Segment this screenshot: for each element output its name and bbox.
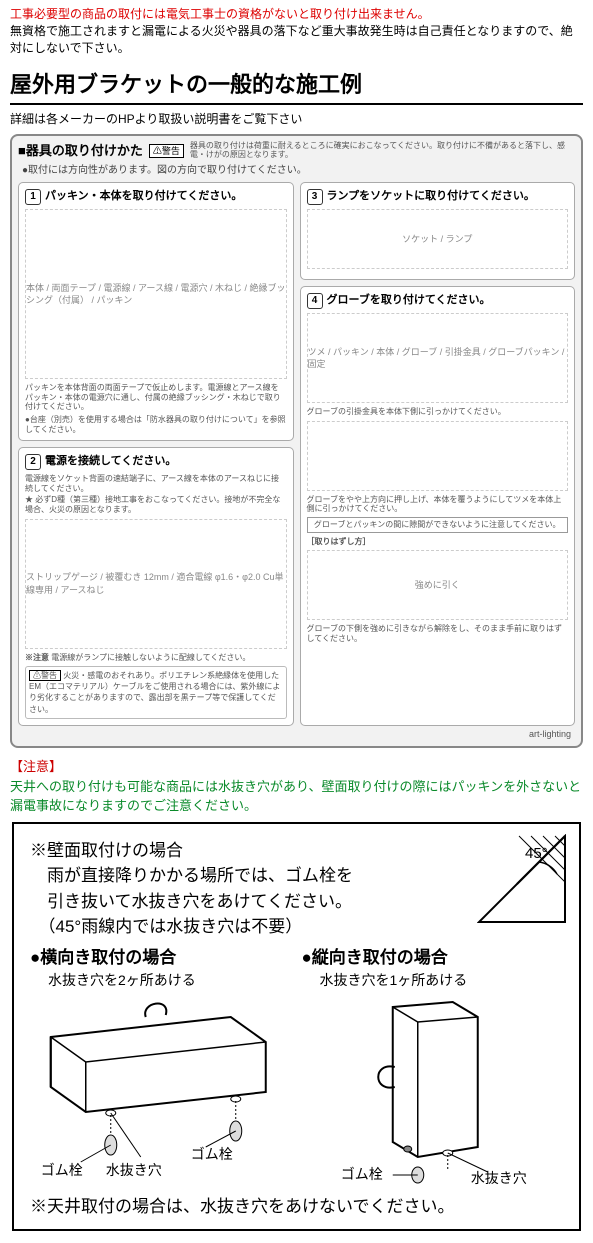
step2-text1: 電源線をソケット背面の速結端子に、アース線を本体のアースねじに接続してください。 bbox=[25, 474, 287, 493]
step1-text2: ●台座（別売）を使用する場合は「防水器具の取り付けについて」を参照してください。 bbox=[25, 415, 287, 434]
angle-45-icon: 45° bbox=[477, 834, 567, 924]
step1-title-text: パッキン・本体を取り付けてください。 bbox=[45, 189, 242, 204]
step1-panel: 1 パッキン・本体を取り付けてください。 本体 / 両面テープ / 電源線 / … bbox=[18, 182, 294, 441]
step2-caution: ※注意 電源線がランプに接触しないように配線してください。 bbox=[25, 653, 287, 663]
bigbox-foot: ※天井取付の場合は、水抜き穴をあけないでください。 bbox=[30, 1195, 563, 1219]
bb-left: ●横向き取付の場合 水抜き穴を2ヶ所あける bbox=[30, 946, 292, 1187]
step1-diagram-labels: 本体 / 両面テープ / 電源線 / アース線 / 電源穴 / 木ねじ / 絶縁… bbox=[26, 282, 286, 307]
bb-left-s: 水抜き穴を2ヶ所あける bbox=[48, 971, 292, 991]
bb-right: ●縦向き取付の場合 水抜き穴を1ヶ所あける bbox=[302, 946, 564, 1187]
step4-diagram1: ツメ / パッキン / 本体 / グローブ / 引掛金具 / グローブパッキン … bbox=[307, 313, 569, 403]
brand-label: art-lighting bbox=[18, 726, 575, 741]
step4-text2: グローブをやや上方向に押し上げ、本体を覆うようにしてツメを本体上側に引っかけてく… bbox=[307, 495, 569, 514]
step2-diagram: ストリップゲージ / 被覆むき 12mm / 適合電線 φ1.6・φ2.0 Cu… bbox=[25, 519, 287, 649]
step2-warn2: ⚠警告 火災・感電のおそれあり。ポリエチレン系絶縁体を使用したEM（エコマテリア… bbox=[25, 666, 287, 719]
warning-line2: 無資格で施工されますと漏電による火災や器具の落下など重大事故発生時は自己責任とな… bbox=[10, 23, 583, 57]
step4-diagram1-labels: ツメ / パッキン / 本体 / グローブ / 引掛金具 / グローブパッキン … bbox=[308, 346, 568, 371]
manual-left-col: 1 パッキン・本体を取り付けてください。 本体 / 両面テープ / 電源線 / … bbox=[18, 182, 294, 726]
step2-caution-lbl: ※注意 bbox=[25, 653, 49, 662]
step4-remove-diagram: 強めに引く bbox=[307, 550, 569, 620]
step2-warn2-chip: ⚠警告 bbox=[29, 670, 61, 681]
step1-title: 1 パッキン・本体を取り付けてください。 bbox=[25, 189, 287, 205]
step4-remove-title: ［取りはずし方］ bbox=[307, 537, 569, 547]
page: 工事必要型の商品の取付には電気工事士の資格がないと取り付け出来ません。 無資格で… bbox=[0, 0, 593, 1243]
bigbox-head: ※壁面取付けの場合 雨が直接降りかかる場所では、ゴム栓を 引き抜いて水抜き穴をあ… bbox=[30, 838, 563, 940]
manual-header-note: 器具の取り付けは荷重に耐えるところに確実におこなってください。取り付けに不備があ… bbox=[190, 142, 575, 160]
warning-line1: 工事必要型の商品の取付には電気工事士の資格がないと取り付け出来ません。 bbox=[10, 6, 583, 23]
top-warning: 工事必要型の商品の取付には電気工事士の資格がないと取り付け出来ません。 無資格で… bbox=[10, 6, 583, 56]
step2-star: ★ 必ずD種（第三種）接地工事をおこなってください。接地が不完全な場合、火災の原… bbox=[25, 495, 287, 514]
step3-panel: 3 ランプをソケットに取り付けてください。 ソケット / ランプ bbox=[300, 182, 576, 280]
bb-left-diagram: 水抜き穴 ゴム栓 ゴム栓 bbox=[30, 997, 292, 1187]
step3-diagram-labels: ソケット / ランプ bbox=[402, 233, 472, 246]
step1-text1: パッキンを本体背面の両面テープで仮止めします。電源線とアース線をパッキン・本体の… bbox=[25, 383, 287, 412]
step2-num: 2 bbox=[25, 454, 41, 470]
step4-num: 4 bbox=[307, 293, 323, 309]
step4-panel: 4 グローブを取り付けてください。 ツメ / パッキン / 本体 / グローブ … bbox=[300, 286, 576, 726]
step4-remove-lbl: 強めに引く bbox=[415, 579, 460, 592]
svg-text:水抜き穴: 水抜き穴 bbox=[106, 1162, 162, 1178]
step3-title: 3 ランプをソケットに取り付けてください。 bbox=[307, 189, 569, 205]
step1-diagram: 本体 / 両面テープ / 電源線 / アース線 / 電源穴 / 木ねじ / 絶縁… bbox=[25, 209, 287, 379]
step3-title-text: ランプをソケットに取り付けてください。 bbox=[327, 189, 535, 204]
step2-title-text: 電源を接続してください。 bbox=[45, 454, 176, 469]
warning-chip: ⚠警告 bbox=[149, 144, 184, 159]
step2-caution-txt: 電源線がランプに接触しないように配線してください。 bbox=[51, 653, 250, 662]
manual-header: ■器具の取り付けかた ⚠警告 器具の取り付けは荷重に耐えるところに確実におこなっ… bbox=[18, 142, 575, 160]
step2-panel: 2 電源を接続してください。 電源線をソケット背面の速結端子に、アース線を本体の… bbox=[18, 447, 294, 726]
bigbox-row: ●横向き取付の場合 水抜き穴を2ヶ所あける bbox=[30, 946, 563, 1187]
step4-diagram2 bbox=[307, 421, 569, 491]
caution2-label: 【注意】 bbox=[10, 758, 583, 776]
step4-band: グローブとパッキンの間に隙間ができないように注意してください。 bbox=[307, 517, 569, 533]
section-subtitle: 詳細は各メーカーのHPより取扱い説明書をご覧下さい bbox=[10, 111, 583, 128]
angle-45-text: 45° bbox=[525, 845, 548, 862]
svg-text:ゴム栓: ゴム栓 bbox=[191, 1146, 233, 1162]
step4-title-text: グローブを取り付けてください。 bbox=[327, 293, 491, 308]
step2-warn2-text: 火災・感電のおそれあり。ポリエチレン系絶縁体を使用したEM（エコマテリアル）ケー… bbox=[29, 671, 280, 714]
manual-columns: 1 パッキン・本体を取り付けてください。 本体 / 両面テープ / 電源線 / … bbox=[18, 182, 575, 726]
bb-right-diagram: ゴム栓 水抜き穴 bbox=[302, 997, 564, 1187]
step4-text1: グローブの引掛金具を本体下側に引っかけてください。 bbox=[307, 407, 569, 417]
step2-title: 2 電源を接続してください。 bbox=[25, 454, 287, 470]
step3-diagram: ソケット / ランプ bbox=[307, 209, 569, 269]
bb-left-h: ●横向き取付の場合 bbox=[30, 946, 292, 970]
svg-text:ゴム栓: ゴム栓 bbox=[340, 1166, 382, 1182]
caution2-text: 天井への取り付けも可能な商品には水抜き穴があり、壁面取り付けの際にはパッキンを外… bbox=[10, 777, 583, 816]
manual-box: ■器具の取り付けかた ⚠警告 器具の取り付けは荷重に耐えるところに確実におこなっ… bbox=[10, 134, 583, 748]
orientation-note: ●取付には方向性があります。図の方向で取り付けてください。 bbox=[22, 164, 575, 178]
step3-num: 3 bbox=[307, 189, 323, 205]
svg-text:水抜き穴: 水抜き穴 bbox=[470, 1170, 526, 1186]
step2-diagram-labels: ストリップゲージ / 被覆むき 12mm / 適合電線 φ1.6・φ2.0 Cu… bbox=[26, 571, 286, 596]
bb-right-h: ●縦向き取付の場合 bbox=[302, 946, 564, 970]
wall-mount-box: ※壁面取付けの場合 雨が直接降りかかる場所では、ゴム栓を 引き抜いて水抜き穴をあ… bbox=[12, 822, 581, 1231]
manual-heading: ■器具の取り付けかた bbox=[18, 142, 143, 160]
manual-right-col: 3 ランプをソケットに取り付けてください。 ソケット / ランプ 4 グローブを… bbox=[300, 182, 576, 726]
section-title: 屋外用ブラケットの一般的な施工例 bbox=[10, 70, 583, 105]
bb-right-s: 水抜き穴を1ヶ所あける bbox=[320, 971, 564, 991]
step1-num: 1 bbox=[25, 189, 41, 205]
step4-remove-text: グローブの下側を強めに引きながら解除をし、そのまま手前に取りはずしてください。 bbox=[307, 624, 569, 643]
svg-text:ゴム栓: ゴム栓 bbox=[41, 1162, 83, 1178]
step4-title: 4 グローブを取り付けてください。 bbox=[307, 293, 569, 309]
